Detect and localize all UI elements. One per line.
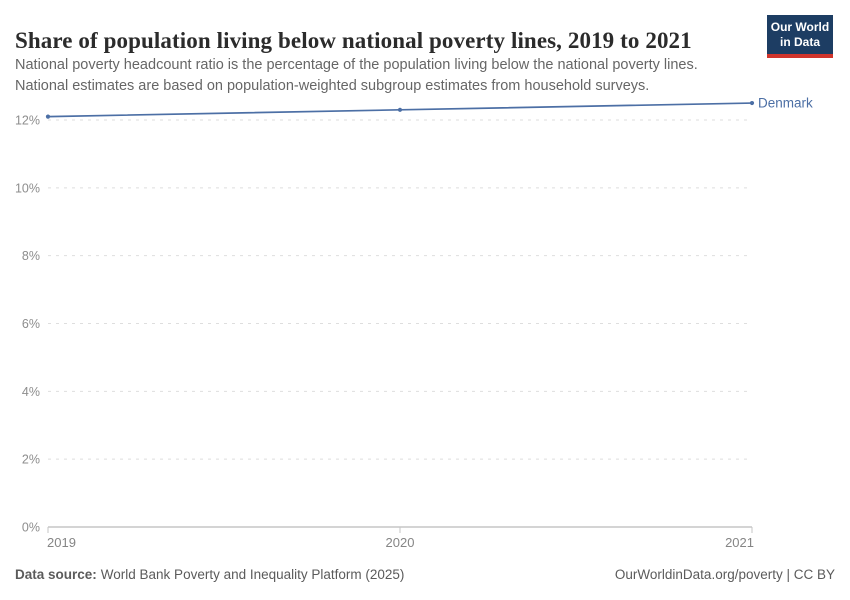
- owid-logo[interactable]: Our World in Data: [767, 15, 833, 58]
- page-title: Share of population living below nationa…: [15, 28, 692, 54]
- owid-url-license[interactable]: OurWorldinData.org/poverty | CC BY: [614, 567, 835, 582]
- data-source-text[interactable]: World Bank Poverty and Inequality Platfo…: [100, 567, 405, 582]
- y-axis-tick-label: 2%: [22, 453, 40, 467]
- x-axis-tick-label: 2020: [386, 535, 415, 550]
- data-source-note: Data source: World Bank Poverty and Inequ…: [15, 567, 404, 582]
- x-axis-tick-label: 2019: [47, 535, 76, 550]
- chart-subtitle: National poverty headcount ratio is the …: [15, 55, 698, 97]
- owid-logo-line2: in Data: [779, 35, 820, 49]
- subtitle-line-1: National poverty headcount ratio is the …: [15, 57, 698, 73]
- series-label-denmark[interactable]: Denmark: [758, 96, 813, 111]
- denmark-data-point[interactable]: [397, 107, 403, 112]
- y-axis-tick-label: 4%: [22, 385, 40, 399]
- subtitle-line-2: National estimates are based on populati…: [15, 78, 650, 94]
- chart-footer: Data source: World Bank Poverty and Inequ…: [0, 567, 850, 582]
- denmark-data-point[interactable]: [45, 114, 51, 119]
- data-source-label: Data source:: [15, 567, 97, 582]
- x-axis-tick-label: 2021: [725, 535, 754, 550]
- y-axis-tick-label: 0%: [22, 521, 40, 535]
- y-axis-tick-label: 6%: [22, 317, 40, 331]
- y-axis-tick-label: 10%: [15, 181, 40, 195]
- denmark-data-point[interactable]: [749, 100, 755, 106]
- owid-logo-line1: Our World: [770, 20, 830, 34]
- y-axis-tick-label: 8%: [22, 249, 40, 263]
- y-axis-tick-label: 12%: [15, 114, 40, 128]
